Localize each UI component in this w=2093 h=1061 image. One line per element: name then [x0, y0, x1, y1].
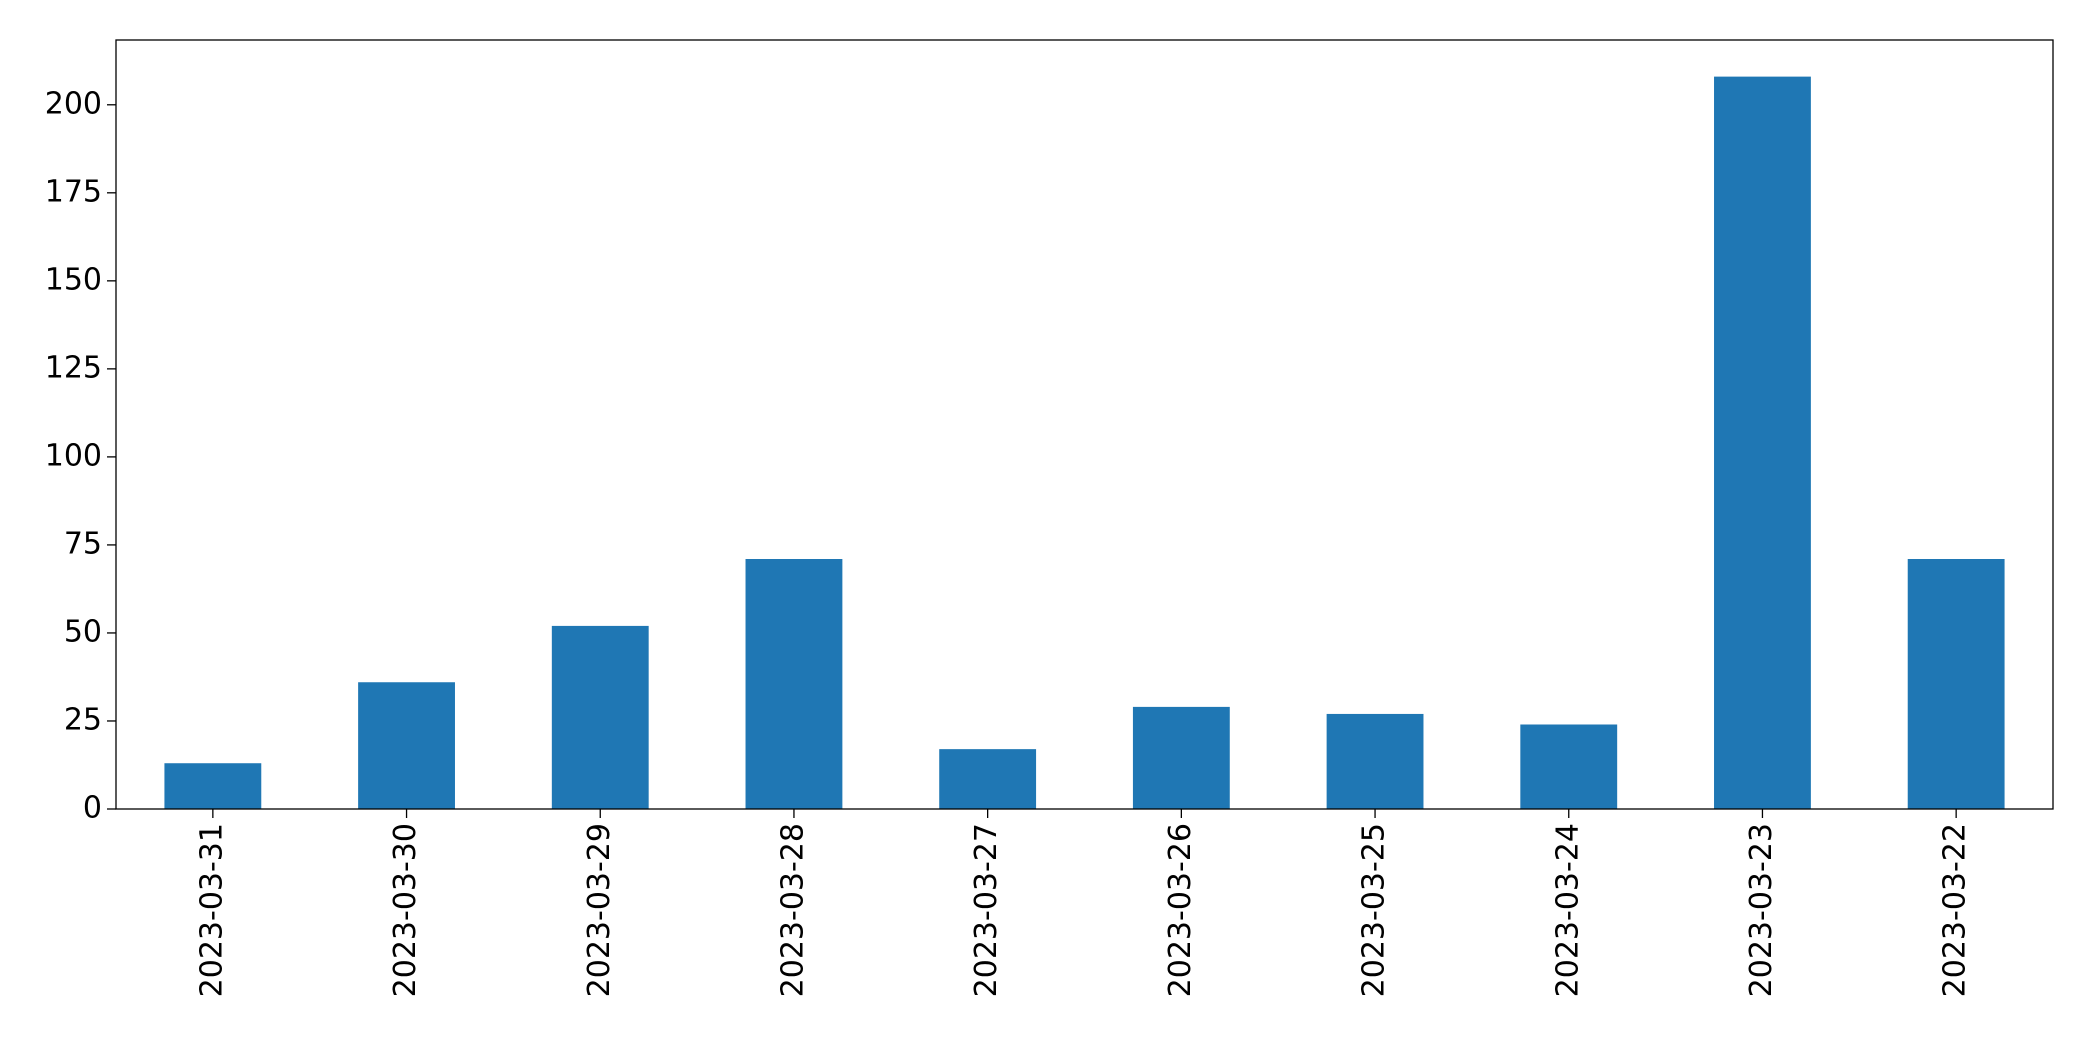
bar — [164, 763, 262, 809]
x-tick-label: 2023-03-23 — [1744, 823, 1779, 997]
y-tick-label: 150 — [45, 262, 102, 297]
bar — [1132, 706, 1230, 809]
bar — [358, 682, 455, 809]
bar — [1907, 559, 2005, 809]
bar — [745, 559, 843, 809]
bar — [551, 625, 649, 809]
y-tick-label: 200 — [45, 86, 102, 121]
x-tick-label: 2023-03-27 — [969, 823, 1004, 997]
y-tick-label: 25 — [64, 702, 102, 737]
y-tick-label: 75 — [64, 526, 102, 561]
x-tick-label: 2023-03-30 — [388, 823, 423, 997]
x-tick-label: 2023-03-22 — [1938, 823, 1973, 997]
y-tick-label: 0 — [83, 791, 102, 826]
bar — [939, 749, 1037, 809]
bar — [1714, 76, 1811, 810]
x-tick-label: 2023-03-28 — [775, 823, 810, 997]
y-tick-label: 100 — [45, 438, 102, 473]
x-tick-label: 2023-03-25 — [1357, 823, 1392, 997]
y-tick-label: 50 — [64, 614, 102, 649]
y-tick-label: 175 — [45, 174, 102, 209]
x-tick-label: 2023-03-24 — [1550, 823, 1585, 997]
bar — [1520, 724, 1618, 809]
x-tick-label: 2023-03-31 — [194, 823, 229, 997]
x-tick-label: 2023-03-26 — [1163, 823, 1198, 997]
bar — [1326, 713, 1424, 809]
x-tick-label: 2023-03-29 — [582, 823, 617, 997]
plot-frame — [115, 39, 2054, 810]
y-tick-label: 125 — [45, 350, 102, 385]
